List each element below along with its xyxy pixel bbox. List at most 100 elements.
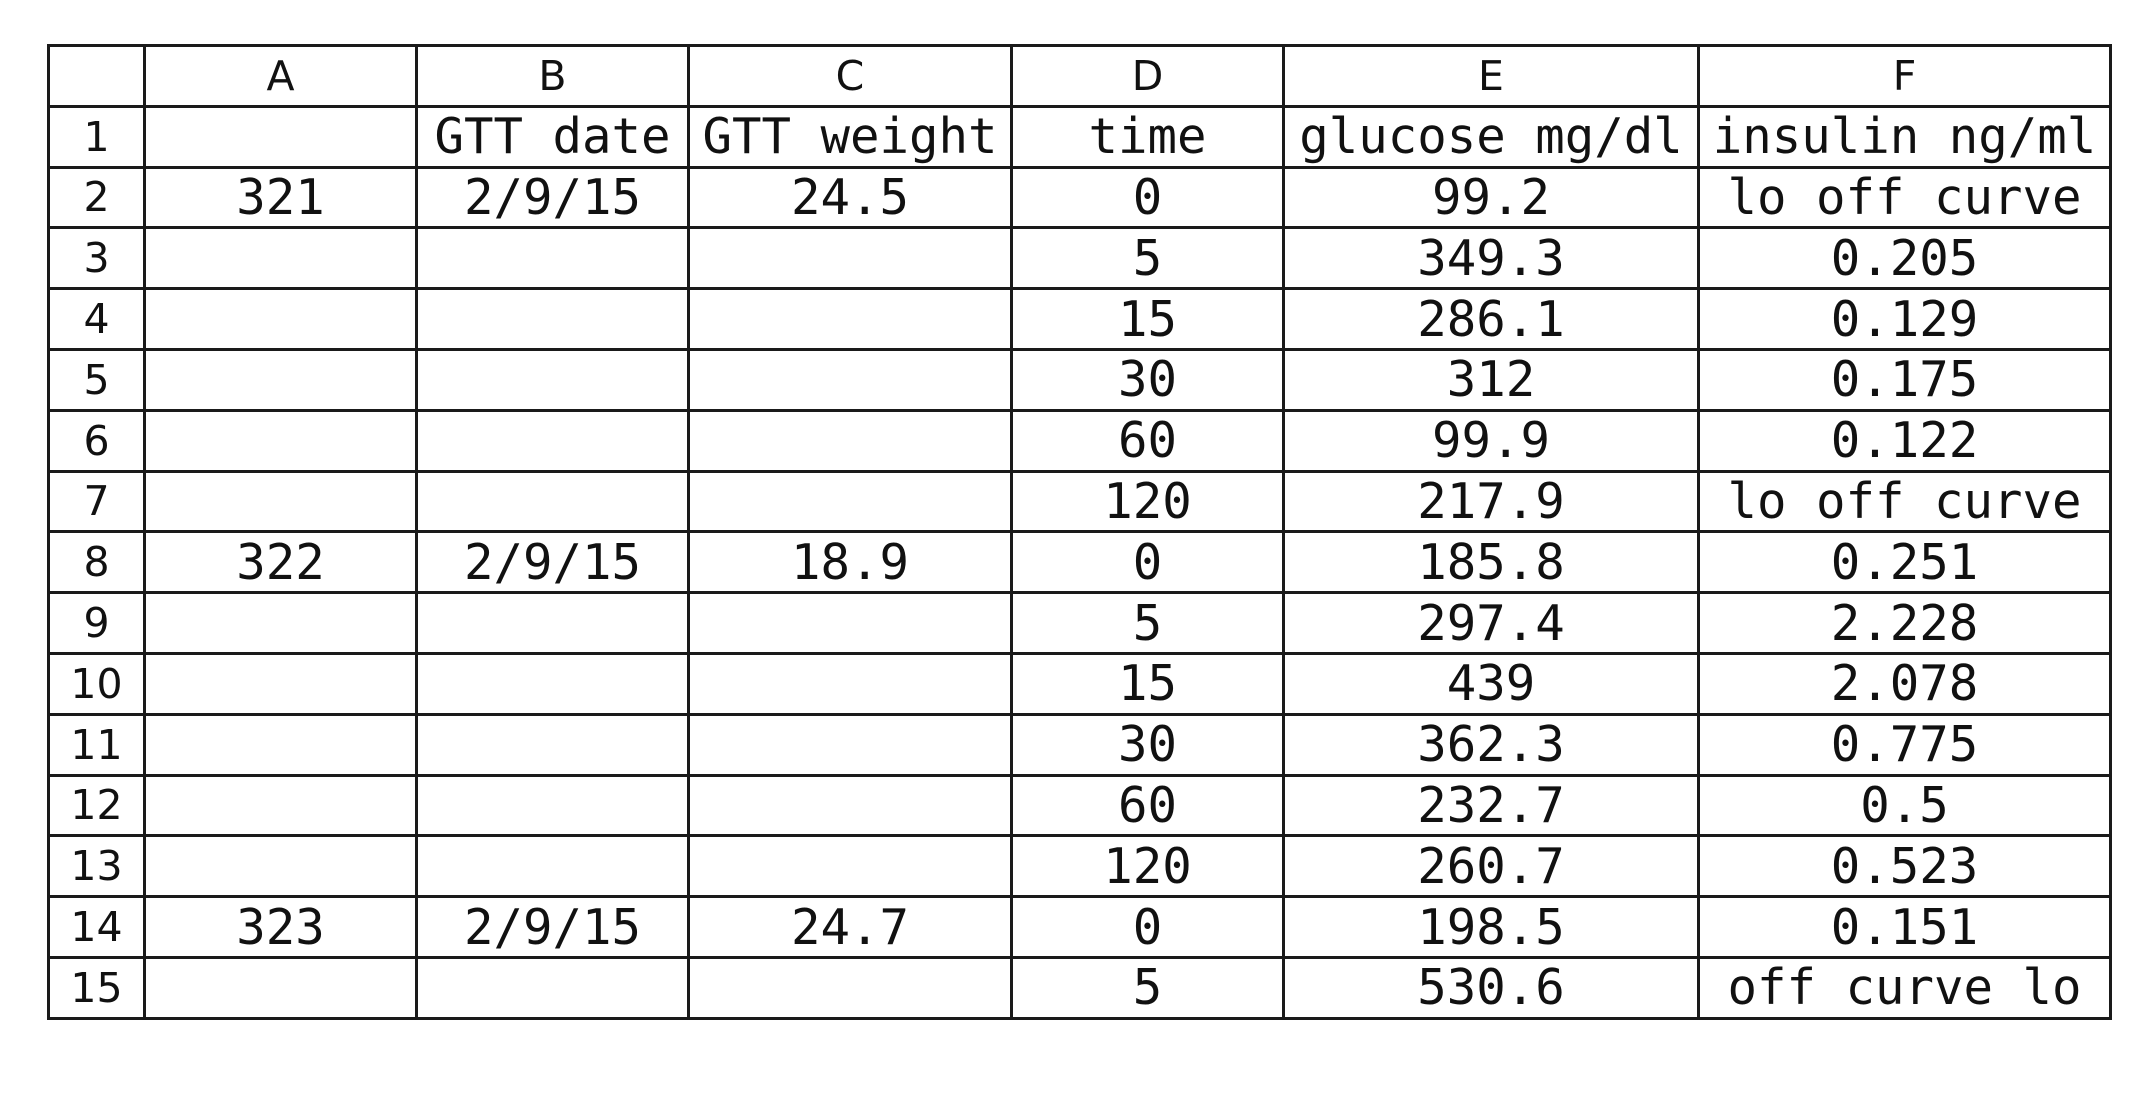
- row-number[interactable]: 3: [47, 226, 146, 291]
- row-number[interactable]: 14: [47, 895, 146, 959]
- cell-e[interactable]: 232.7: [1282, 773, 1700, 838]
- cell-e[interactable]: 260.7: [1282, 834, 1700, 899]
- cell-e1[interactable]: glucose mg/dl: [1282, 104, 1700, 169]
- cell-d[interactable]: 0: [1010, 530, 1285, 595]
- cell-a[interactable]: [143, 955, 418, 1020]
- cell-e[interactable]: 217.9: [1282, 469, 1700, 534]
- cell-e[interactable]: 349.3: [1282, 226, 1700, 291]
- cell-f[interactable]: 2.228: [1697, 591, 2112, 655]
- cell-b[interactable]: [415, 408, 690, 473]
- cell-d[interactable]: 5: [1010, 591, 1285, 655]
- cell-a[interactable]: [143, 408, 418, 473]
- cell-f[interactable]: 0.205: [1697, 226, 2112, 291]
- cell-f[interactable]: 0.175: [1697, 347, 2112, 412]
- column-header-f[interactable]: F: [1697, 44, 2112, 108]
- row-number[interactable]: 10: [47, 651, 146, 716]
- cell-f[interactable]: 0.523: [1697, 834, 2112, 899]
- cell-b[interactable]: 2/9/15: [415, 895, 690, 959]
- cell-c[interactable]: [687, 773, 1013, 838]
- cell-f[interactable]: 0.775: [1697, 712, 2112, 777]
- corner-cell[interactable]: [47, 44, 146, 108]
- cell-d[interactable]: 15: [1010, 287, 1285, 351]
- cell-b1[interactable]: GTT date: [415, 104, 690, 169]
- cell-a[interactable]: [143, 287, 418, 351]
- cell-d[interactable]: 120: [1010, 834, 1285, 899]
- cell-b[interactable]: [415, 469, 690, 534]
- cell-d[interactable]: 120: [1010, 469, 1285, 534]
- cell-e[interactable]: 530.6: [1282, 955, 1700, 1020]
- row-number[interactable]: 13: [47, 834, 146, 899]
- row-number[interactable]: 15: [47, 955, 146, 1020]
- cell-e[interactable]: 198.5: [1282, 895, 1700, 959]
- cell-f1[interactable]: insulin ng/ml: [1697, 104, 2112, 169]
- cell-c1[interactable]: GTT weight: [687, 104, 1013, 169]
- row-number[interactable]: 7: [47, 469, 146, 534]
- column-header-d[interactable]: D: [1010, 44, 1285, 108]
- cell-b[interactable]: [415, 226, 690, 291]
- cell-a[interactable]: [143, 591, 418, 655]
- cell-b[interactable]: [415, 591, 690, 655]
- row-number[interactable]: 12: [47, 773, 146, 838]
- cell-e[interactable]: 312: [1282, 347, 1700, 412]
- cell-b[interactable]: [415, 347, 690, 412]
- column-header-c[interactable]: C: [687, 44, 1013, 108]
- cell-a1[interactable]: [143, 104, 418, 169]
- cell-d[interactable]: 30: [1010, 712, 1285, 777]
- cell-c[interactable]: [687, 651, 1013, 716]
- cell-d[interactable]: 0: [1010, 895, 1285, 959]
- cell-b[interactable]: [415, 773, 690, 838]
- column-header-e[interactable]: E: [1282, 44, 1700, 108]
- cell-e[interactable]: 99.9: [1282, 408, 1700, 473]
- cell-d[interactable]: 15: [1010, 651, 1285, 716]
- cell-e[interactable]: 99.2: [1282, 165, 1700, 230]
- cell-a[interactable]: [143, 469, 418, 534]
- cell-d[interactable]: 60: [1010, 773, 1285, 838]
- cell-a[interactable]: 321: [143, 165, 418, 230]
- column-header-b[interactable]: B: [415, 44, 690, 108]
- cell-b[interactable]: 2/9/15: [415, 530, 690, 595]
- cell-d[interactable]: 5: [1010, 955, 1285, 1020]
- cell-d1[interactable]: time: [1010, 104, 1285, 169]
- cell-c[interactable]: [687, 591, 1013, 655]
- cell-e[interactable]: 297.4: [1282, 591, 1700, 655]
- cell-a[interactable]: [143, 712, 418, 777]
- cell-c[interactable]: [687, 834, 1013, 899]
- cell-c[interactable]: [687, 226, 1013, 291]
- cell-d[interactable]: 30: [1010, 347, 1285, 412]
- row-number[interactable]: 8: [47, 530, 146, 595]
- cell-c[interactable]: [687, 712, 1013, 777]
- row-number[interactable]: 11: [47, 712, 146, 777]
- cell-c[interactable]: [687, 408, 1013, 473]
- cell-e[interactable]: 286.1: [1282, 287, 1700, 351]
- cell-f[interactable]: lo off curve: [1697, 469, 2112, 534]
- cell-f[interactable]: 0.151: [1697, 895, 2112, 959]
- cell-d[interactable]: 0: [1010, 165, 1285, 230]
- cell-a[interactable]: [143, 773, 418, 838]
- cell-b[interactable]: [415, 955, 690, 1020]
- cell-f[interactable]: lo off curve: [1697, 165, 2112, 230]
- column-header-a[interactable]: A: [143, 44, 418, 108]
- cell-a[interactable]: [143, 226, 418, 291]
- cell-c[interactable]: 18.9: [687, 530, 1013, 595]
- row-number[interactable]: 6: [47, 408, 146, 473]
- cell-c[interactable]: [687, 287, 1013, 351]
- cell-c[interactable]: [687, 469, 1013, 534]
- cell-d[interactable]: 5: [1010, 226, 1285, 291]
- cell-e[interactable]: 439: [1282, 651, 1700, 716]
- cell-b[interactable]: [415, 834, 690, 899]
- cell-b[interactable]: 2/9/15: [415, 165, 690, 230]
- cell-f[interactable]: 0.122: [1697, 408, 2112, 473]
- cell-a[interactable]: 323: [143, 895, 418, 959]
- cell-a[interactable]: [143, 651, 418, 716]
- row-number[interactable]: 9: [47, 591, 146, 655]
- cell-f[interactable]: 0.251: [1697, 530, 2112, 595]
- cell-a[interactable]: [143, 834, 418, 899]
- cell-b[interactable]: [415, 712, 690, 777]
- cell-f[interactable]: off curve lo: [1697, 955, 2112, 1020]
- cell-c[interactable]: [687, 347, 1013, 412]
- cell-a[interactable]: 322: [143, 530, 418, 595]
- cell-f[interactable]: 0.129: [1697, 287, 2112, 351]
- row-number[interactable]: 5: [47, 347, 146, 412]
- cell-f[interactable]: 2.078: [1697, 651, 2112, 716]
- cell-c[interactable]: [687, 955, 1013, 1020]
